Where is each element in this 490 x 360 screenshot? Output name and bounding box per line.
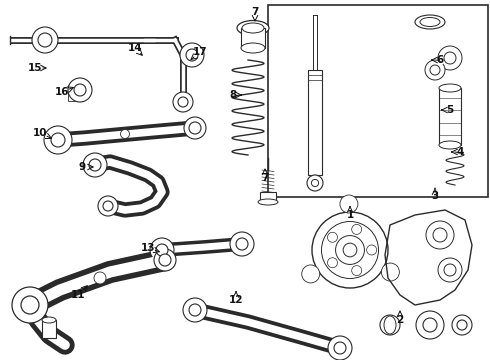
- Circle shape: [74, 84, 86, 96]
- Circle shape: [327, 232, 338, 242]
- Circle shape: [173, 92, 193, 112]
- Bar: [260, 192, 276, 202]
- Circle shape: [334, 342, 346, 354]
- Circle shape: [38, 33, 52, 47]
- Text: 8: 8: [229, 90, 237, 100]
- Circle shape: [183, 298, 207, 322]
- Circle shape: [89, 159, 101, 171]
- Text: 7: 7: [261, 173, 269, 183]
- Circle shape: [312, 179, 318, 186]
- Bar: [42, 320, 56, 338]
- Text: 4: 4: [456, 147, 464, 157]
- Circle shape: [438, 46, 462, 70]
- Circle shape: [21, 296, 39, 314]
- Circle shape: [94, 272, 106, 284]
- Circle shape: [12, 287, 48, 323]
- Text: 10: 10: [33, 128, 47, 138]
- Ellipse shape: [415, 15, 445, 29]
- Text: 6: 6: [437, 55, 443, 65]
- Text: 17: 17: [193, 47, 207, 57]
- Circle shape: [327, 258, 338, 268]
- Circle shape: [423, 318, 437, 332]
- Circle shape: [121, 130, 129, 139]
- Circle shape: [236, 238, 248, 250]
- Circle shape: [385, 320, 395, 330]
- Circle shape: [51, 133, 65, 147]
- Circle shape: [98, 196, 118, 216]
- Circle shape: [433, 228, 447, 242]
- Circle shape: [367, 245, 377, 255]
- Bar: [268, 5, 488, 197]
- Ellipse shape: [439, 84, 461, 92]
- Circle shape: [307, 175, 323, 191]
- Bar: [68, 85, 83, 101]
- Circle shape: [352, 224, 362, 234]
- Circle shape: [336, 235, 365, 265]
- Bar: [308, 70, 322, 175]
- Circle shape: [302, 265, 319, 283]
- Circle shape: [150, 238, 174, 262]
- Text: 1: 1: [346, 210, 354, 220]
- Circle shape: [452, 315, 472, 335]
- Circle shape: [444, 264, 456, 276]
- Text: 16: 16: [55, 87, 69, 97]
- Ellipse shape: [420, 18, 440, 27]
- Circle shape: [44, 126, 72, 154]
- Text: 13: 13: [141, 243, 155, 253]
- Circle shape: [340, 195, 358, 213]
- Ellipse shape: [384, 316, 396, 334]
- Bar: [241, 28, 265, 48]
- Bar: [439, 88, 461, 145]
- Ellipse shape: [242, 23, 264, 33]
- Circle shape: [83, 153, 107, 177]
- Text: 15: 15: [28, 63, 42, 73]
- Circle shape: [381, 263, 399, 281]
- Ellipse shape: [241, 43, 265, 53]
- Circle shape: [430, 65, 440, 75]
- Ellipse shape: [237, 21, 269, 36]
- Circle shape: [312, 212, 388, 288]
- Circle shape: [438, 258, 462, 282]
- Circle shape: [154, 249, 176, 271]
- Text: 14: 14: [128, 43, 142, 53]
- Text: 9: 9: [78, 162, 86, 172]
- Ellipse shape: [258, 199, 278, 205]
- Text: 3: 3: [431, 191, 439, 201]
- Circle shape: [159, 254, 171, 266]
- Text: 2: 2: [396, 315, 404, 325]
- Circle shape: [178, 97, 188, 107]
- Circle shape: [444, 52, 456, 64]
- Circle shape: [321, 221, 378, 279]
- Circle shape: [457, 320, 467, 330]
- Circle shape: [352, 266, 362, 276]
- Circle shape: [32, 27, 58, 53]
- Text: 7: 7: [251, 7, 259, 17]
- Ellipse shape: [42, 317, 56, 323]
- Circle shape: [416, 311, 444, 339]
- Circle shape: [230, 232, 254, 256]
- Ellipse shape: [439, 141, 461, 149]
- Circle shape: [425, 60, 445, 80]
- Circle shape: [68, 78, 92, 102]
- Circle shape: [156, 244, 168, 256]
- Circle shape: [328, 336, 352, 360]
- Circle shape: [186, 49, 198, 61]
- Circle shape: [184, 117, 206, 139]
- Circle shape: [180, 43, 204, 67]
- Text: 11: 11: [71, 290, 85, 300]
- Circle shape: [103, 201, 113, 211]
- Circle shape: [189, 122, 201, 134]
- Text: 12: 12: [229, 295, 243, 305]
- Circle shape: [189, 304, 201, 316]
- Text: 5: 5: [446, 105, 454, 115]
- Circle shape: [380, 315, 400, 335]
- Circle shape: [426, 221, 454, 249]
- Circle shape: [343, 243, 357, 257]
